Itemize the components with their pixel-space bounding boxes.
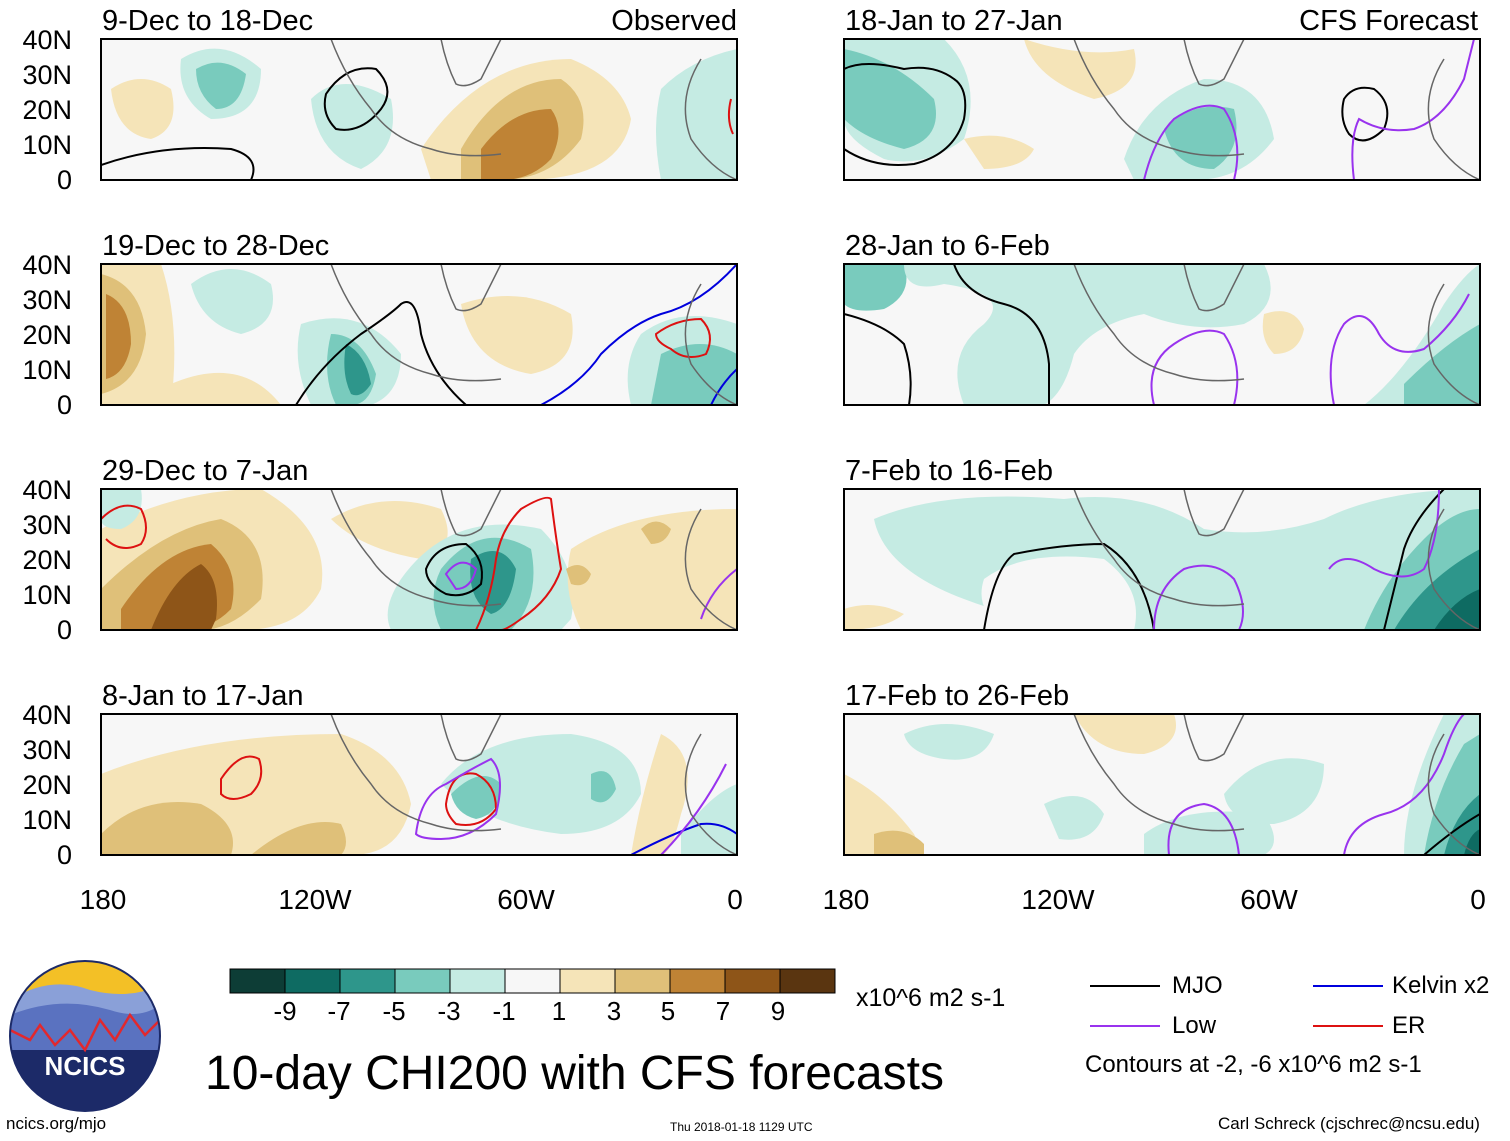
legend-label-kelvin: Kelvin x2 bbox=[1392, 972, 1490, 999]
x-tick: 180 bbox=[823, 884, 870, 915]
x-tick: 120W bbox=[1021, 884, 1095, 915]
cfs-forecast-label: CFS Forecast bbox=[1299, 5, 1478, 37]
colorbar-label: 1 bbox=[551, 996, 567, 1026]
map-panel-observed-3 bbox=[100, 488, 738, 631]
y-tick: 30N bbox=[22, 285, 72, 315]
footer-timestamp: Thu 2018-01-18 1129 UTC bbox=[670, 1120, 813, 1134]
contours-note: Contours at -2, -6 x10^6 m2 s-1 bbox=[1085, 1051, 1422, 1078]
y-tick: 10N bbox=[22, 805, 72, 835]
y-tick: 10N bbox=[22, 130, 72, 160]
colorbar-label: -1 bbox=[492, 996, 516, 1026]
y-tick: 0 bbox=[57, 615, 72, 645]
panel-title-forecast-2: 28-Jan to 6-Feb bbox=[845, 230, 1050, 262]
y-axis-ticks: 40N 30N 20N 10N 0 40N 30N 20N 10N 0 40N … bbox=[22, 25, 72, 870]
colorbar-swatch bbox=[229, 968, 286, 994]
y-tick: 40N bbox=[22, 25, 72, 55]
x-tick: 60W bbox=[497, 884, 555, 915]
y-tick: 10N bbox=[22, 355, 72, 385]
colorbar-label: 3 bbox=[606, 996, 622, 1026]
colorbar-swatch bbox=[394, 968, 451, 994]
y-tick: 20N bbox=[22, 95, 72, 125]
map-panel-observed-2 bbox=[100, 263, 738, 406]
x-axis-ticks: 180 120W 60W 0 180 120W 60W 0 bbox=[80, 884, 1486, 915]
panel-title-forecast-3: 7-Feb to 16-Feb bbox=[845, 455, 1053, 487]
x-tick: 60W bbox=[1240, 884, 1298, 915]
colorbar-swatch bbox=[614, 968, 671, 994]
colorbar-swatch bbox=[779, 968, 836, 994]
colorbar-swatch bbox=[339, 968, 396, 994]
map-panel-forecast-4 bbox=[843, 713, 1481, 856]
map-panel-observed-4 bbox=[100, 713, 738, 856]
footer-credit: Carl Schreck (cjschrec@ncsu.edu) bbox=[1218, 1114, 1480, 1133]
colorbar-swatch bbox=[449, 968, 506, 994]
panel-title-observed-1: 9-Dec to 18-Dec bbox=[102, 5, 313, 37]
colorbar-label: 9 bbox=[770, 996, 786, 1026]
ncics-logo: NCICS bbox=[9, 960, 161, 1112]
colorbar-label: -9 bbox=[273, 996, 297, 1026]
colorbar-swatch bbox=[669, 968, 726, 994]
main-title: 10-day CHI200 with CFS forecasts bbox=[205, 1047, 944, 1100]
y-tick: 30N bbox=[22, 735, 72, 765]
y-tick: 20N bbox=[22, 770, 72, 800]
colorbar-label: 5 bbox=[660, 996, 676, 1026]
y-tick: 20N bbox=[22, 545, 72, 575]
x-tick: 0 bbox=[1470, 884, 1486, 915]
colorbar-units: x10^6 m2 s-1 bbox=[856, 984, 1006, 1012]
map-panel-forecast-3 bbox=[843, 488, 1481, 631]
panel-title-observed-3: 29-Dec to 7-Jan bbox=[102, 455, 308, 487]
colorbar-swatch bbox=[724, 968, 781, 994]
y-tick: 40N bbox=[22, 700, 72, 730]
y-tick: 40N bbox=[22, 475, 72, 505]
legend-label-mjo: MJO bbox=[1172, 972, 1223, 999]
legend bbox=[1090, 985, 1383, 1027]
y-tick: 30N bbox=[22, 510, 72, 540]
y-tick: 0 bbox=[57, 165, 72, 195]
observed-label: Observed bbox=[611, 5, 737, 37]
y-tick: 40N bbox=[22, 250, 72, 280]
colorbar-swatch bbox=[504, 968, 561, 994]
colorbar bbox=[229, 968, 836, 994]
x-tick: 120W bbox=[278, 884, 352, 915]
footer-url: ncics.org/mjo bbox=[6, 1114, 107, 1133]
colorbar-label: 7 bbox=[715, 996, 731, 1026]
panel-title-observed-4: 8-Jan to 17-Jan bbox=[102, 680, 304, 712]
colorbar-swatch bbox=[284, 968, 341, 994]
colorbar-label: -5 bbox=[382, 996, 406, 1026]
map-panel-observed-1 bbox=[100, 38, 738, 181]
colorbar-swatch bbox=[559, 968, 616, 994]
y-tick: 10N bbox=[22, 580, 72, 610]
legend-label-er: ER bbox=[1392, 1012, 1426, 1039]
panel-title-observed-2: 19-Dec to 28-Dec bbox=[102, 230, 329, 262]
colorbar-label: -7 bbox=[327, 996, 351, 1026]
map-panel-forecast-1 bbox=[843, 38, 1481, 181]
y-tick: 20N bbox=[22, 320, 72, 350]
map-panel-forecast-2 bbox=[843, 263, 1481, 406]
y-tick: 0 bbox=[57, 840, 72, 870]
panel-title-forecast-1: 18-Jan to 27-Jan bbox=[845, 5, 1063, 37]
colorbar-label: -3 bbox=[437, 996, 461, 1026]
y-tick: 0 bbox=[57, 390, 72, 420]
legend-label-low: Low bbox=[1172, 1012, 1217, 1039]
x-tick: 180 bbox=[80, 884, 127, 915]
logo-text: NCICS bbox=[45, 1051, 126, 1081]
x-tick: 0 bbox=[727, 884, 743, 915]
panel-title-forecast-4: 17-Feb to 26-Feb bbox=[845, 680, 1069, 712]
y-tick: 30N bbox=[22, 60, 72, 90]
